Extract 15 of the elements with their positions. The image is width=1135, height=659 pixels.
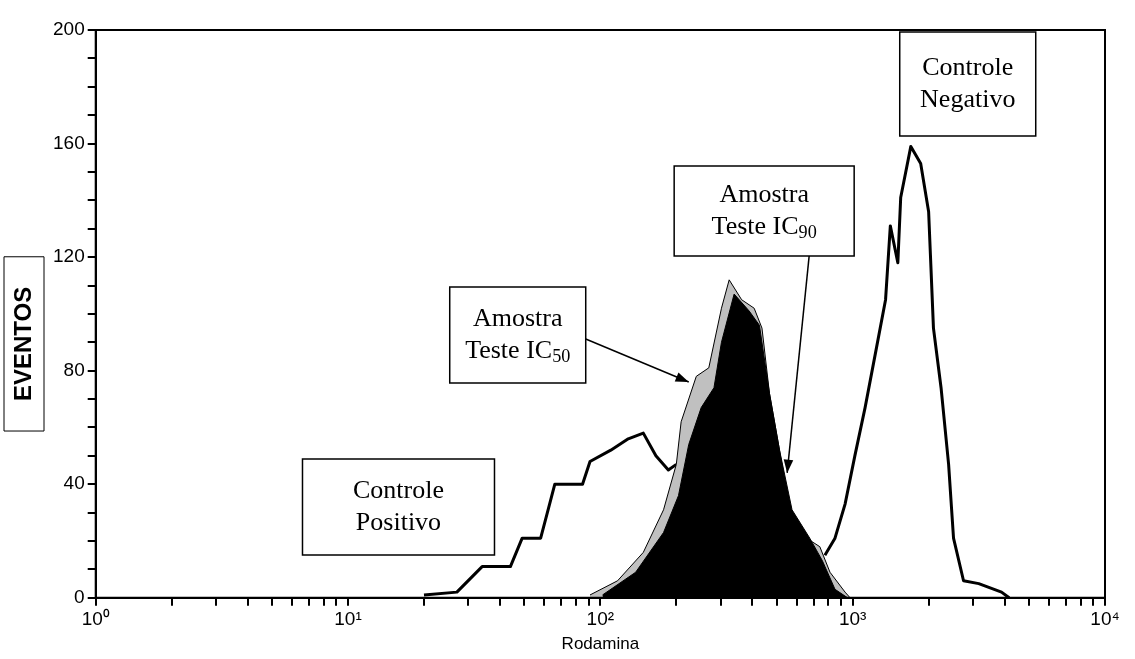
y-tick-label: 160 (53, 131, 85, 153)
x-tick-label: 10¹ (334, 608, 362, 630)
y-tick-label: 40 (63, 472, 85, 494)
annotation: Controle Negativo (920, 51, 1016, 113)
y-axis-title: EVENTOS (8, 286, 36, 402)
y-tick-label: 0 (74, 586, 85, 608)
x-tick-label: 10⁰ (81, 608, 110, 630)
x-tick-label: 10² (586, 608, 615, 630)
x-tick-label: 10³ (838, 608, 867, 630)
x-tick-label: 10⁴ (1090, 608, 1120, 630)
y-tick-label: 200 (53, 18, 85, 40)
y-tick-label: 80 (63, 358, 85, 380)
annotation: Controle Positivo (353, 474, 444, 536)
y-tick-label: 120 (53, 245, 85, 267)
x-axis-title: Rodamina (561, 634, 640, 654)
